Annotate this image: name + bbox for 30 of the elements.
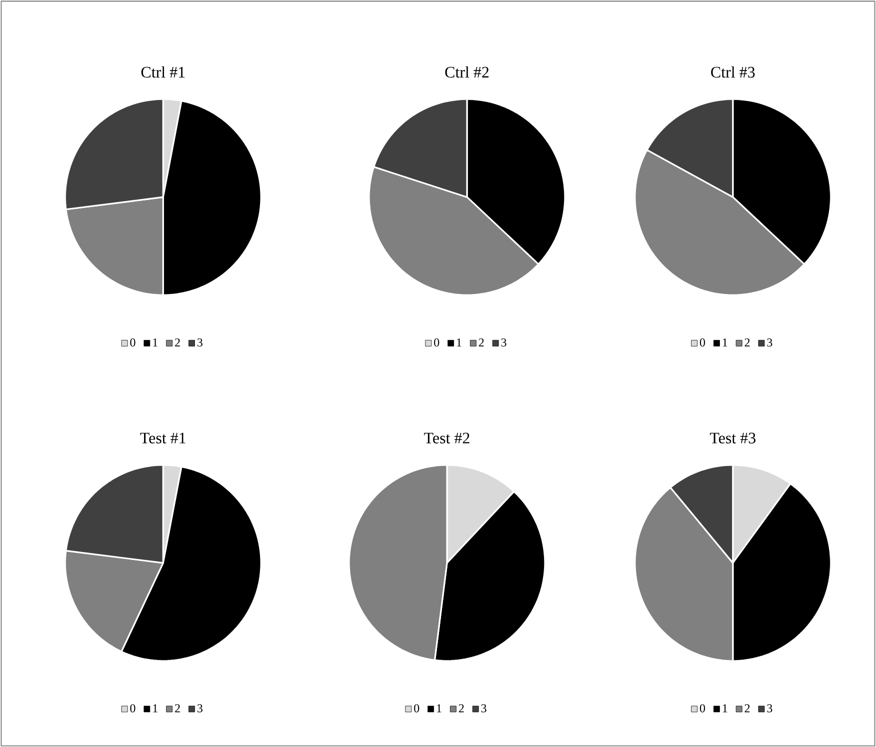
legend-label: 0 — [700, 338, 706, 347]
legend-label: 3 — [197, 704, 202, 712]
legend-label: 3 — [767, 338, 772, 346]
legend-label: 0 — [130, 704, 136, 712]
legend-label: 1 — [722, 704, 728, 712]
legend-label: 2 — [175, 338, 180, 346]
chart-title: Ctrl #3 — [711, 66, 755, 78]
legend-label: 3 — [481, 704, 486, 712]
legend-label: 3 — [767, 704, 772, 712]
legend-label: 1 — [153, 704, 158, 712]
legend-label: 1 — [437, 704, 442, 712]
legend-label: 0 — [434, 338, 440, 347]
legend-label: 1 — [722, 338, 728, 346]
legend-label: 2 — [175, 704, 180, 712]
legend-label: 2 — [744, 338, 750, 346]
legend-label: 2 — [744, 704, 750, 712]
chart-title: Ctrl #1 — [141, 66, 185, 78]
legend-label: 0 — [414, 704, 420, 712]
chart-title: Test #2 — [424, 432, 470, 444]
legend-label: 2 — [478, 338, 484, 346]
chart-title: Ctrl #2 — [445, 66, 489, 78]
legend-label: 3 — [501, 338, 506, 346]
chart-title: Test #3 — [710, 432, 756, 444]
legend-label: 3 — [197, 338, 202, 346]
chart-title: Test #1 — [140, 432, 186, 444]
legend-label: 2 — [458, 704, 464, 712]
legend-label: 0 — [700, 704, 706, 712]
legend-label: 1 — [153, 338, 158, 346]
legend-label: 0 — [130, 338, 136, 347]
legend-label: 1 — [457, 338, 462, 346]
